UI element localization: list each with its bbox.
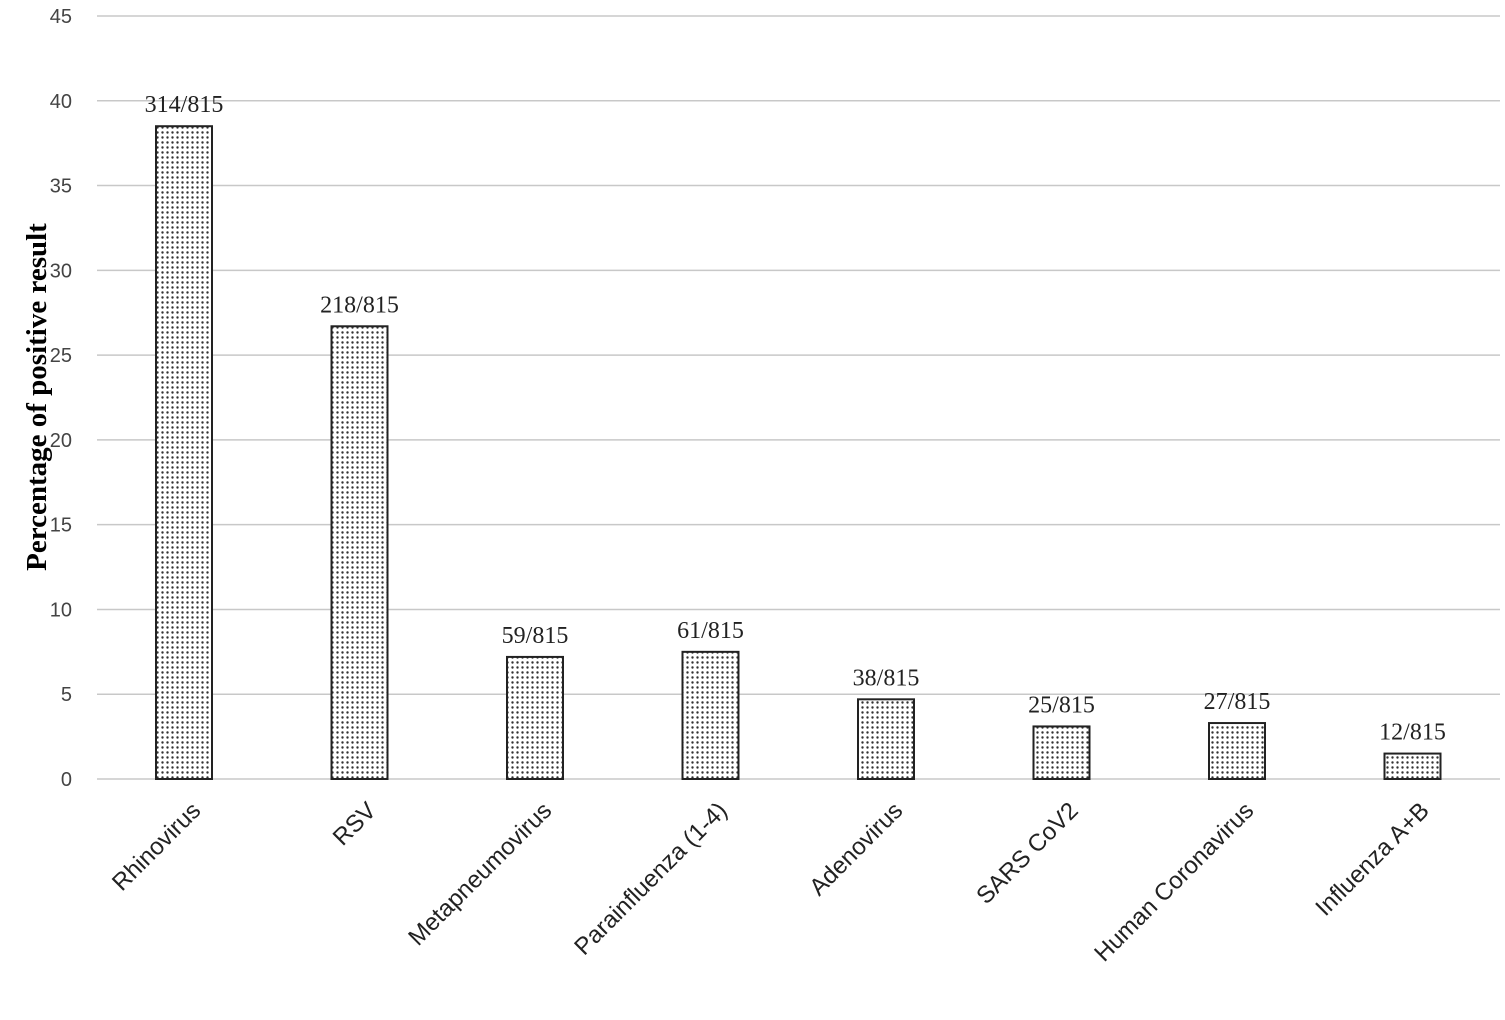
y-tick-label: 0	[61, 769, 72, 791]
data-label: 25/815	[1028, 692, 1095, 718]
bar-rsv	[330, 325, 389, 780]
x-tick-label: Metapneumovirus	[403, 797, 557, 951]
data-label: 27/815	[1204, 689, 1271, 715]
y-tick-label: 5	[61, 684, 72, 706]
x-tick-label: Rhinovirus	[107, 797, 206, 896]
data-label: 12/815	[1379, 720, 1446, 746]
bar-human-coronavirus	[1208, 722, 1266, 781]
y-tick-label: 20	[50, 430, 72, 452]
bar-parainfluenza-1-4-	[681, 650, 740, 780]
data-label: 59/815	[502, 623, 569, 649]
y-tick-label: 45	[50, 6, 72, 28]
y-tick-label: 35	[50, 176, 72, 198]
x-tick-label: Human Coronavirus	[1089, 797, 1259, 967]
x-tick-label: RSV	[328, 797, 382, 851]
bar-influenza-a-b	[1383, 752, 1442, 780]
data-label: 314/815	[145, 92, 224, 118]
x-tick-label: SARS CoV2	[971, 797, 1083, 909]
x-tick-label: Adenovirus	[804, 797, 908, 901]
bar-metapneumovirus	[506, 655, 564, 780]
y-tick-label: 10	[50, 599, 72, 621]
data-label: 61/815	[677, 618, 744, 644]
y-tick-label: 15	[50, 515, 72, 537]
y-axis-label: Percentage of positive result	[21, 223, 53, 571]
bar-sars-cov2	[1032, 725, 1091, 781]
bar-adenovirus	[857, 698, 915, 781]
x-tick-label: Parainfluenza (1-4)	[569, 797, 732, 960]
y-tick-label: 25	[50, 345, 72, 367]
bar-rhinovirus	[155, 125, 213, 780]
y-tick-label: 30	[50, 260, 72, 282]
x-tick-label: Influenza A+B	[1310, 797, 1434, 921]
y-tick-label: 40	[50, 91, 72, 113]
data-label: 38/815	[853, 665, 920, 691]
data-label: 218/815	[320, 292, 399, 318]
